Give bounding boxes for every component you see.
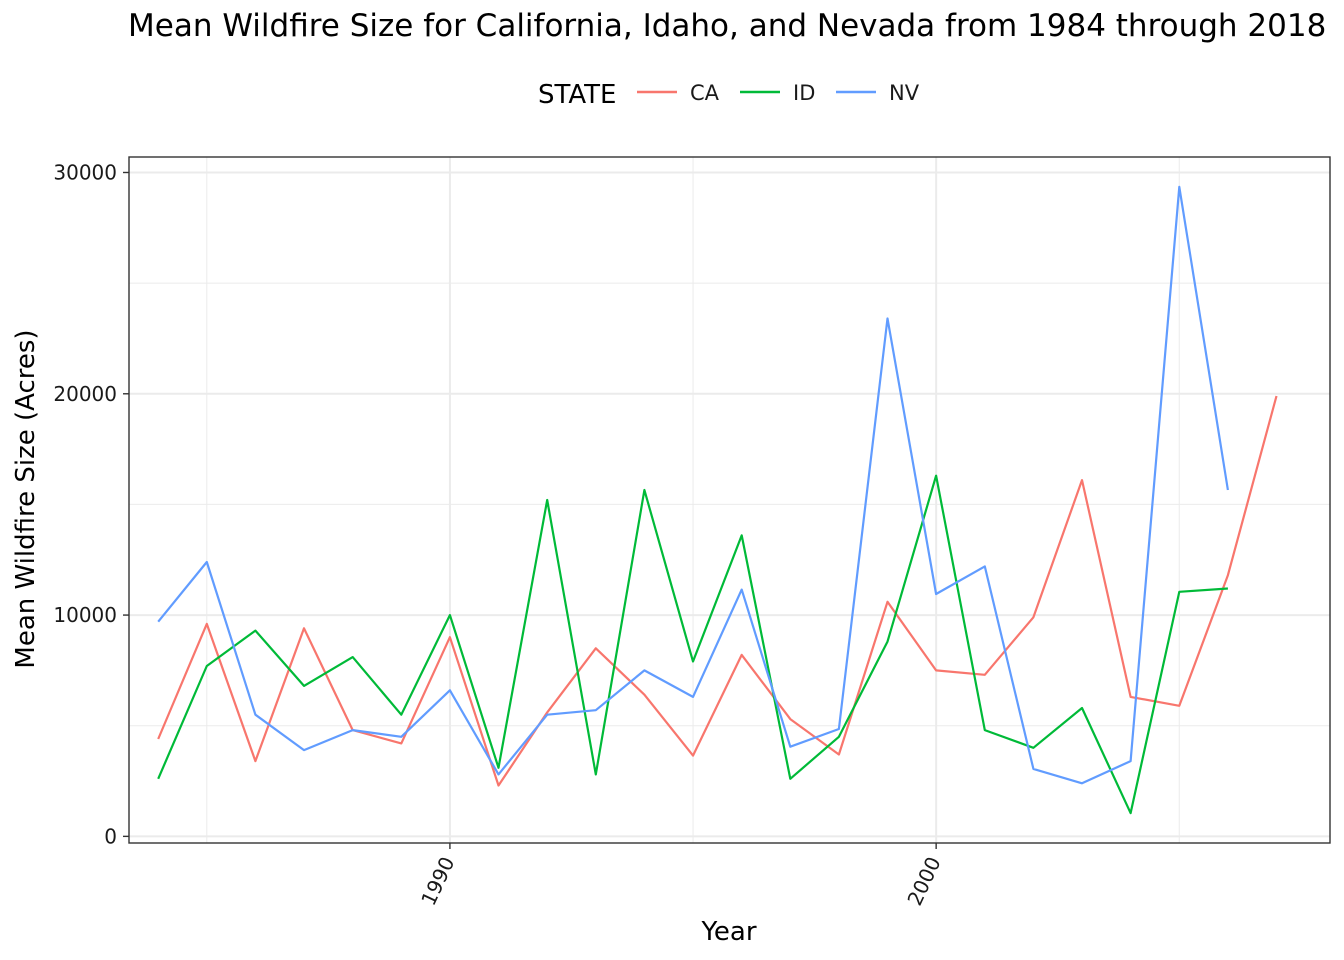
legend-label-id: ID	[793, 81, 815, 105]
series-lines	[157, 185, 1278, 815]
y-axis: 0 10000 20000 30000	[53, 160, 129, 848]
legend-label-nv: NV	[889, 81, 920, 105]
y-tick-label: 10000	[53, 603, 117, 627]
y-axis-title: Mean Wildfire Size (Acres)	[11, 329, 41, 668]
x-tick-label: 1990	[416, 853, 459, 909]
y-tick-label: 0	[104, 824, 117, 848]
series-line-ca	[157, 395, 1278, 787]
x-axis-title: Year	[700, 917, 756, 947]
legend-items: CA ID NV	[637, 81, 920, 105]
chart-title: Mean Wildfire Size for California, Idaho…	[128, 8, 1326, 44]
series-line-id	[157, 474, 1228, 815]
y-tick-label: 20000	[53, 382, 117, 406]
y-tick-label: 30000	[53, 160, 117, 184]
series-line-nv	[157, 185, 1229, 785]
plot-area	[128, 156, 1331, 844]
panel-border	[128, 156, 1331, 844]
legend: STATE CA ID NV	[538, 80, 920, 110]
major-gridlines	[129, 157, 1330, 843]
legend-label-ca: CA	[690, 81, 720, 105]
x-tick-label: 2000	[902, 853, 945, 909]
panel-background	[129, 157, 1330, 843]
x-axis: 1990 2000	[416, 843, 946, 909]
minor-gridlines	[129, 157, 1330, 843]
legend-title: STATE	[538, 80, 616, 110]
